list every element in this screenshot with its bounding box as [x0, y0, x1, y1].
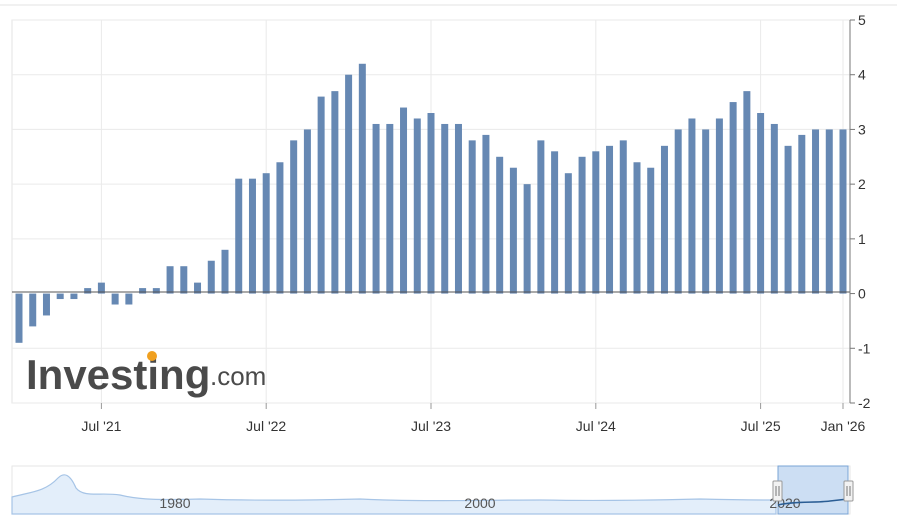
- navigator-series-area: [11, 474, 777, 515]
- bar[interactable]: [702, 129, 710, 294]
- bar[interactable]: [84, 288, 92, 294]
- bar[interactable]: [592, 151, 600, 294]
- bar[interactable]: [509, 167, 517, 294]
- y-tick-label: -2: [858, 395, 871, 411]
- bar[interactable]: [619, 140, 627, 294]
- bar[interactable]: [97, 282, 105, 294]
- bar[interactable]: [290, 140, 298, 294]
- bar[interactable]: [317, 96, 325, 294]
- navigator-selection-series: [777, 498, 849, 506]
- bar[interactable]: [468, 140, 476, 294]
- bar[interactable]: [578, 156, 586, 294]
- y-tick-label: 2: [858, 176, 866, 192]
- bar[interactable]: [180, 266, 188, 294]
- bar[interactable]: [647, 167, 655, 294]
- bar[interactable]: [221, 249, 229, 294]
- bar[interactable]: [303, 129, 311, 294]
- navigator[interactable]: 1980 2000 2020: [11, 465, 854, 515]
- bar[interactable]: [400, 107, 408, 294]
- bar[interactable]: [825, 129, 833, 294]
- bar[interactable]: [152, 288, 160, 294]
- bar[interactable]: [358, 63, 366, 294]
- bar[interactable]: [523, 184, 531, 294]
- bar[interactable]: [715, 118, 723, 294]
- bar[interactable]: [454, 123, 462, 294]
- bar-series[interactable]: [15, 63, 847, 343]
- bar[interactable]: [207, 260, 215, 294]
- bar[interactable]: [496, 156, 504, 294]
- bar[interactable]: [15, 293, 23, 343]
- bar[interactable]: [674, 129, 682, 294]
- navigator-left-handle[interactable]: [772, 480, 783, 502]
- bar[interactable]: [564, 173, 572, 294]
- bar[interactable]: [276, 162, 284, 294]
- bar[interactable]: [70, 293, 78, 300]
- x-axis-ticks: Jul '21 Jul '22 Jul '23 Jul '24 Jul '25 Jan '…: [81, 403, 866, 434]
- x-tick-label: Jul '21: [81, 418, 121, 434]
- y-axis-ticks: 5 4 3 2 1 0 -1 -2: [850, 12, 871, 411]
- bar[interactable]: [372, 123, 380, 294]
- y-tick-label: -1: [858, 340, 871, 356]
- bar[interactable]: [743, 91, 751, 294]
- navigator-label-1980: 1980: [159, 495, 190, 511]
- bar[interactable]: [441, 123, 449, 294]
- bar[interactable]: [248, 178, 256, 294]
- y-tick-label: 5: [858, 12, 866, 28]
- bar[interactable]: [111, 293, 119, 305]
- bar[interactable]: [42, 293, 50, 316]
- bar[interactable]: [166, 266, 174, 294]
- navigator-label-2000: 2000: [464, 495, 495, 511]
- x-tick-label: Jul '25: [741, 418, 781, 434]
- bar[interactable]: [551, 151, 559, 294]
- y-tick-label: 4: [858, 67, 866, 83]
- bar[interactable]: [386, 123, 394, 294]
- bar[interactable]: [757, 113, 765, 294]
- bar[interactable]: [345, 74, 353, 294]
- bar[interactable]: [812, 129, 820, 294]
- investing-watermark: Investing .com: [26, 351, 266, 398]
- watermark-dot: [147, 351, 157, 361]
- bar[interactable]: [688, 118, 696, 294]
- bar[interactable]: [56, 293, 64, 300]
- bar[interactable]: [633, 162, 641, 294]
- y-tick-label: 1: [858, 231, 866, 247]
- bar[interactable]: [235, 178, 243, 294]
- bar[interactable]: [770, 123, 778, 294]
- watermark-brand: Investing: [26, 351, 210, 398]
- bar[interactable]: [606, 145, 614, 294]
- navigator-right-handle[interactable]: [843, 480, 854, 502]
- bar[interactable]: [331, 91, 339, 294]
- y-tick-label: 0: [858, 286, 866, 302]
- bar[interactable]: [262, 173, 270, 294]
- bar[interactable]: [537, 140, 545, 294]
- bar[interactable]: [729, 102, 737, 294]
- navigator-selection[interactable]: [777, 465, 849, 515]
- y-tick-label: 3: [858, 121, 866, 137]
- x-tick-label: Jan '26: [821, 418, 866, 434]
- bar[interactable]: [839, 129, 847, 294]
- bar[interactable]: [798, 134, 806, 294]
- bar[interactable]: [29, 293, 37, 327]
- bar[interactable]: [427, 113, 435, 294]
- watermark-suffix: .com: [210, 361, 266, 391]
- bar[interactable]: [413, 118, 421, 294]
- x-tick-label: Jul '22: [246, 418, 286, 434]
- bar[interactable]: [194, 282, 202, 294]
- bar[interactable]: [660, 145, 668, 294]
- bar[interactable]: [139, 288, 147, 294]
- bar[interactable]: [784, 145, 792, 294]
- bar[interactable]: [482, 134, 490, 294]
- x-tick-label: Jul '24: [576, 418, 616, 434]
- bar[interactable]: [125, 293, 133, 305]
- x-tick-label: Jul '23: [411, 418, 451, 434]
